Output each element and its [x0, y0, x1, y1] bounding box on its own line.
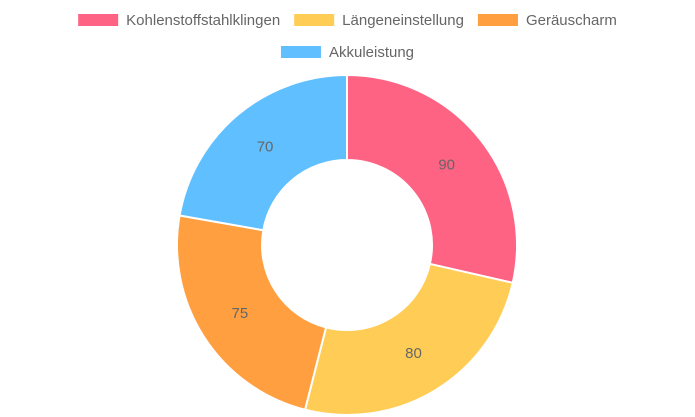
- data-label: 80: [405, 345, 422, 362]
- legend-swatch: [294, 14, 335, 26]
- data-label: 90: [438, 156, 455, 173]
- legend-item: Kohlenstoffstahlklingen: [78, 12, 280, 29]
- legend-swatch: [78, 14, 119, 26]
- legend-item: Längeneinstellung: [294, 12, 464, 29]
- legend-label: Kohlenstoffstahlklingen: [126, 12, 280, 29]
- legend-label: Akkuleistung: [329, 44, 414, 61]
- slice: [346, 73, 518, 285]
- legend-label: Längeneinstellung: [342, 12, 464, 29]
- legend-item: Akkuleistung: [280, 44, 414, 61]
- data-label: 70: [257, 138, 274, 155]
- data-label: 75: [232, 305, 249, 322]
- slice: [176, 214, 328, 411]
- legend-swatch: [280, 46, 321, 58]
- legend-swatch: [477, 14, 518, 26]
- legend-item: Geräuscharm: [477, 12, 617, 29]
- legend-label: Geräuscharm: [526, 12, 617, 29]
- slice: [303, 262, 514, 416]
- slice: [178, 73, 348, 232]
